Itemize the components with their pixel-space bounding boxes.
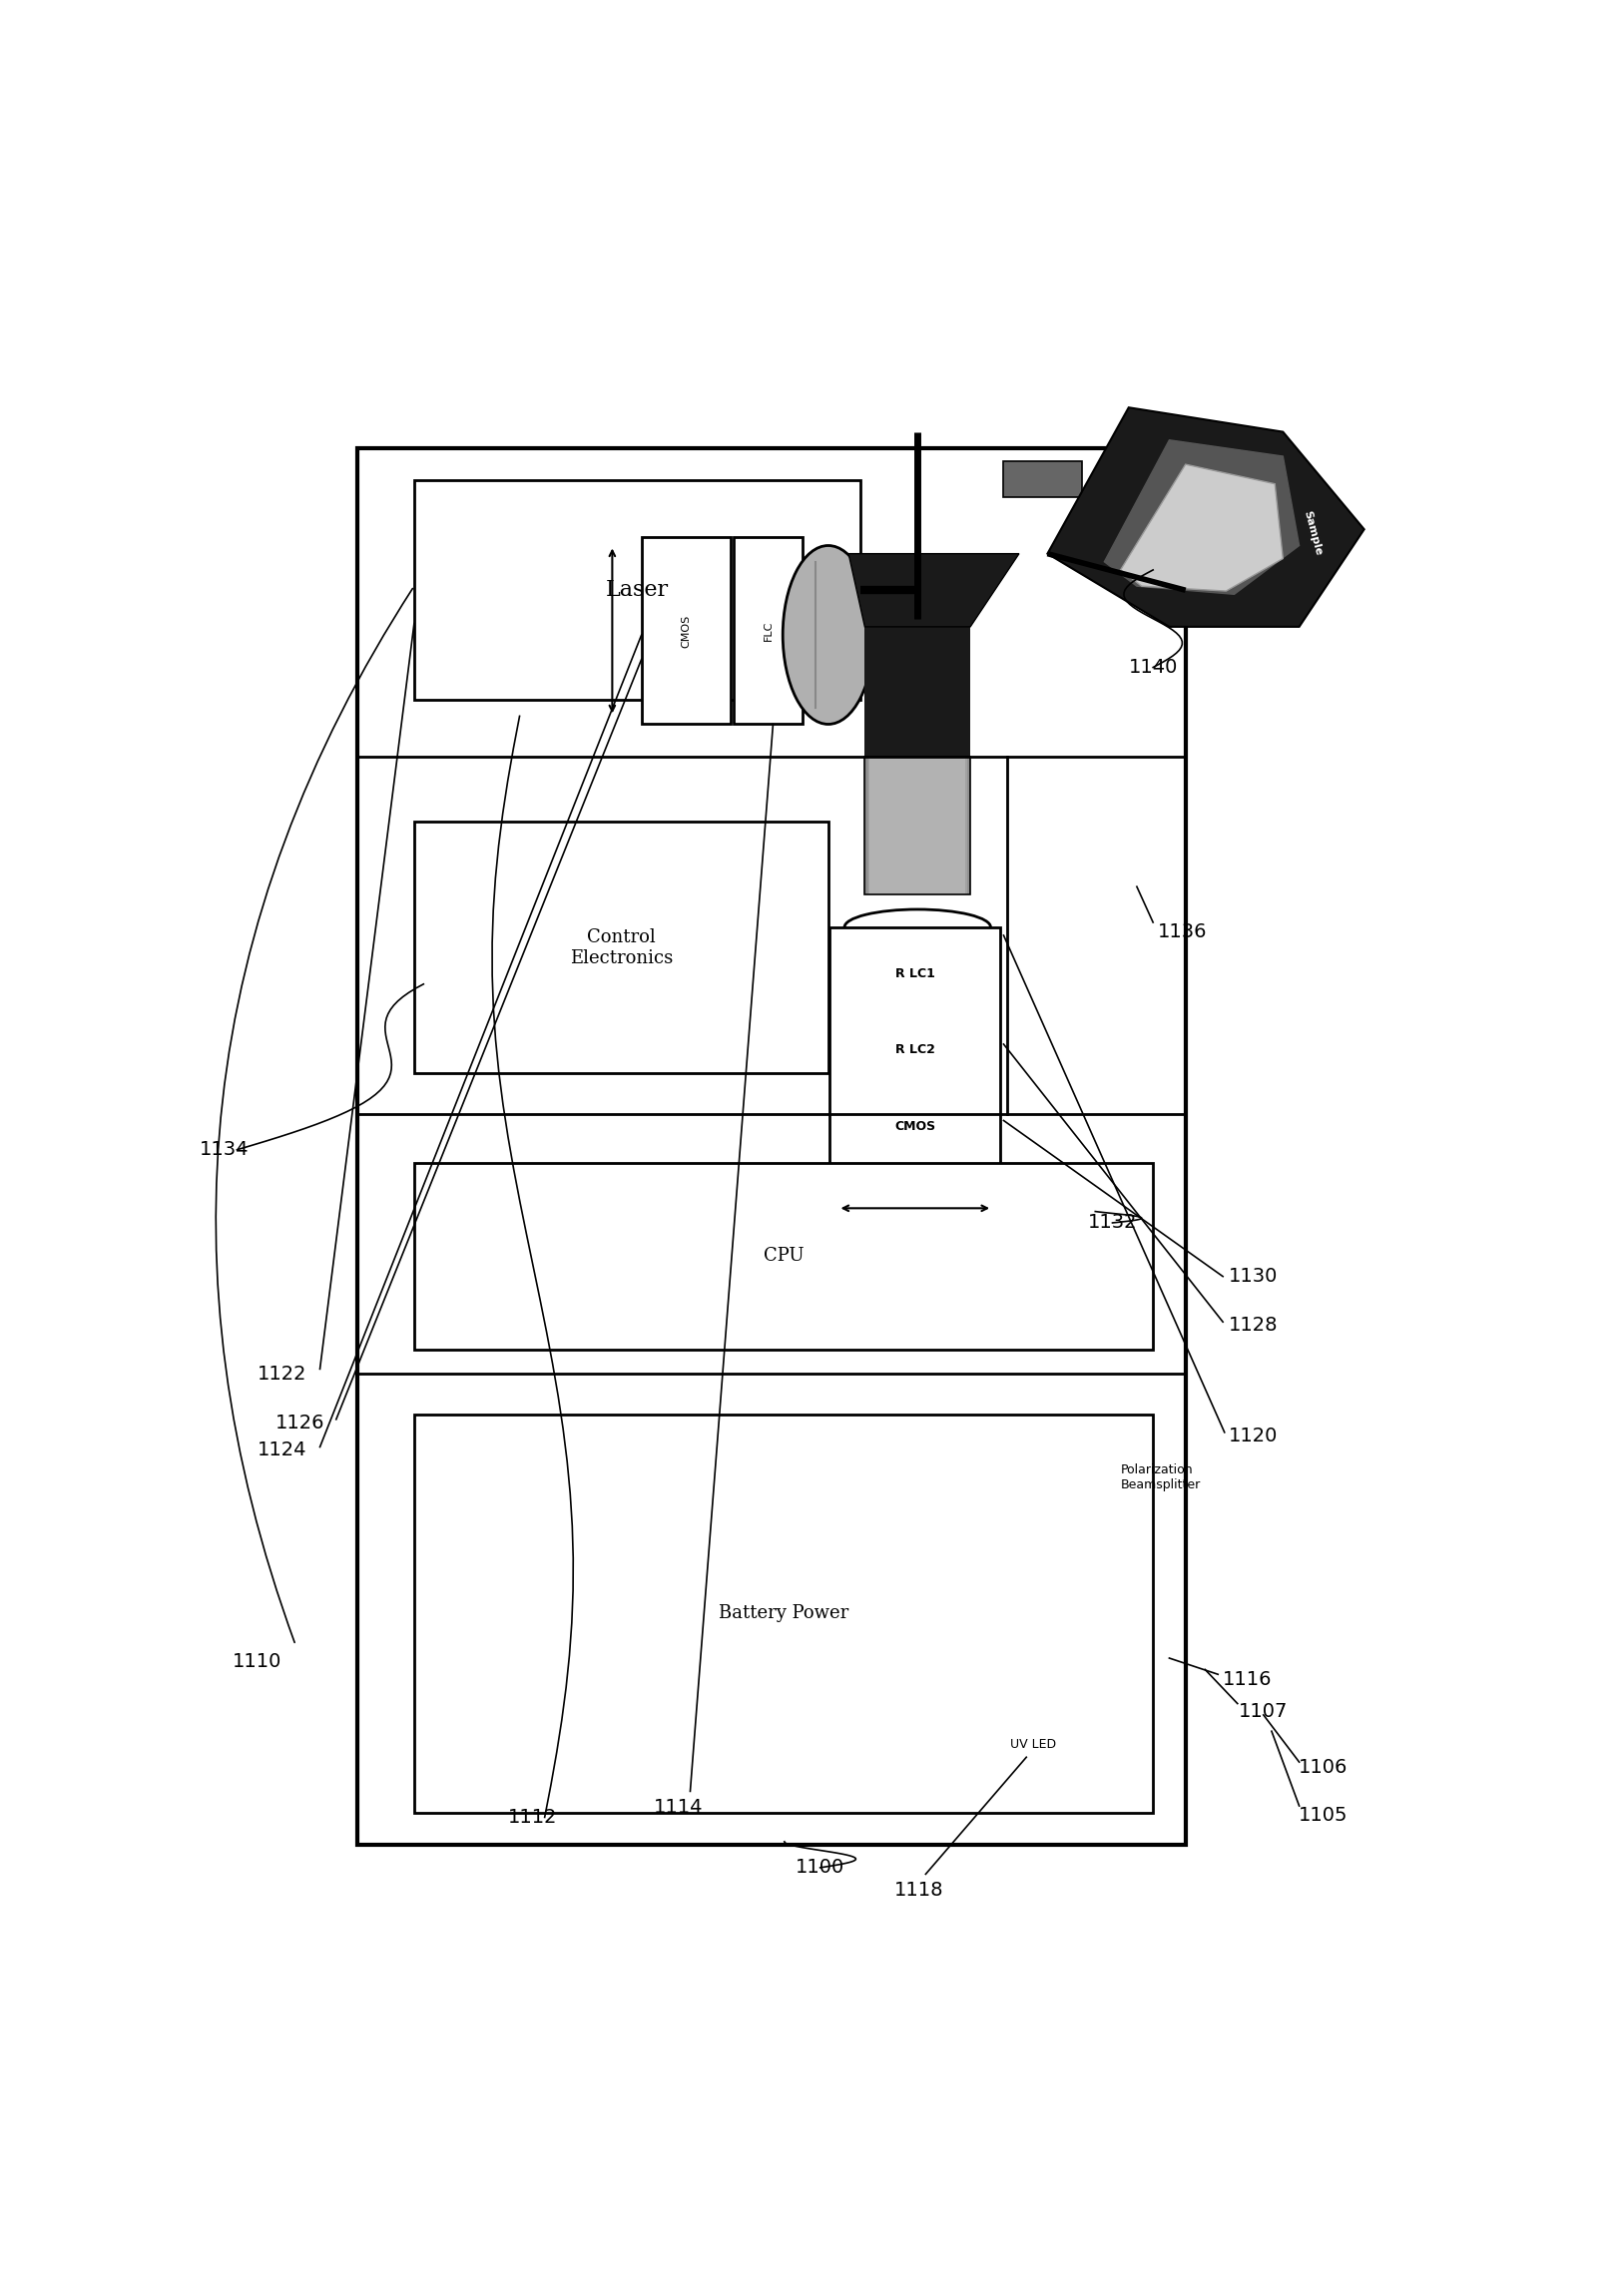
Polygon shape — [1047, 408, 1364, 626]
FancyBboxPatch shape — [414, 1415, 1153, 1811]
FancyBboxPatch shape — [357, 447, 1186, 1846]
FancyBboxPatch shape — [838, 1011, 992, 1089]
Text: 1116: 1116 — [1223, 1669, 1272, 1688]
Polygon shape — [1121, 465, 1283, 592]
Text: 1132: 1132 — [1088, 1213, 1137, 1231]
Text: 1100: 1100 — [796, 1857, 844, 1878]
Text: 1134: 1134 — [200, 1140, 248, 1160]
Text: 1136: 1136 — [1158, 922, 1207, 942]
FancyBboxPatch shape — [869, 757, 966, 894]
FancyBboxPatch shape — [867, 757, 968, 894]
Text: FLC: FLC — [763, 621, 773, 642]
Text: Polarization
Beamsplitter: Polarization Beamsplitter — [1121, 1463, 1200, 1493]
FancyBboxPatch shape — [870, 757, 965, 894]
FancyBboxPatch shape — [869, 757, 966, 894]
FancyBboxPatch shape — [867, 757, 968, 894]
FancyBboxPatch shape — [838, 936, 992, 1011]
FancyBboxPatch shape — [838, 1089, 992, 1165]
FancyBboxPatch shape — [864, 757, 970, 894]
Text: CMOS: CMOS — [680, 615, 692, 647]
Text: 1105: 1105 — [1299, 1807, 1348, 1825]
Text: Battery Power: Battery Power — [718, 1605, 849, 1623]
Polygon shape — [848, 553, 1018, 626]
FancyBboxPatch shape — [414, 1163, 1153, 1351]
FancyBboxPatch shape — [1004, 461, 1082, 498]
FancyBboxPatch shape — [866, 757, 970, 894]
FancyBboxPatch shape — [414, 482, 861, 699]
Text: Laser: Laser — [606, 580, 669, 601]
Text: 1140: 1140 — [1129, 658, 1177, 676]
Text: 1118: 1118 — [895, 1880, 944, 1901]
Text: 1106: 1106 — [1299, 1756, 1348, 1777]
Text: R LC2: R LC2 — [895, 1043, 935, 1057]
FancyBboxPatch shape — [830, 926, 1000, 1172]
Text: 1130: 1130 — [1229, 1268, 1278, 1286]
Text: 1124: 1124 — [258, 1440, 307, 1461]
Text: Control
Electronics: Control Electronics — [570, 929, 672, 968]
Text: 1114: 1114 — [654, 1798, 703, 1816]
FancyBboxPatch shape — [414, 821, 828, 1073]
Text: 1120: 1120 — [1229, 1426, 1278, 1445]
Text: 1112: 1112 — [508, 1807, 557, 1828]
Text: Sample: Sample — [1301, 509, 1324, 557]
Text: 1107: 1107 — [1239, 1701, 1288, 1722]
Polygon shape — [1104, 440, 1299, 594]
FancyBboxPatch shape — [734, 537, 802, 725]
Text: CMOS: CMOS — [895, 1119, 935, 1133]
FancyBboxPatch shape — [866, 757, 970, 894]
Text: CPU: CPU — [763, 1247, 804, 1266]
FancyBboxPatch shape — [641, 537, 731, 725]
Text: 1126: 1126 — [276, 1412, 325, 1433]
Text: UV LED: UV LED — [1010, 1738, 1056, 1750]
Ellipse shape — [844, 910, 991, 945]
Text: R LC1: R LC1 — [895, 968, 935, 979]
Text: 1122: 1122 — [258, 1364, 307, 1383]
Text: 1110: 1110 — [232, 1651, 281, 1672]
FancyBboxPatch shape — [864, 619, 970, 757]
Text: 1128: 1128 — [1229, 1316, 1278, 1335]
Ellipse shape — [783, 546, 874, 725]
